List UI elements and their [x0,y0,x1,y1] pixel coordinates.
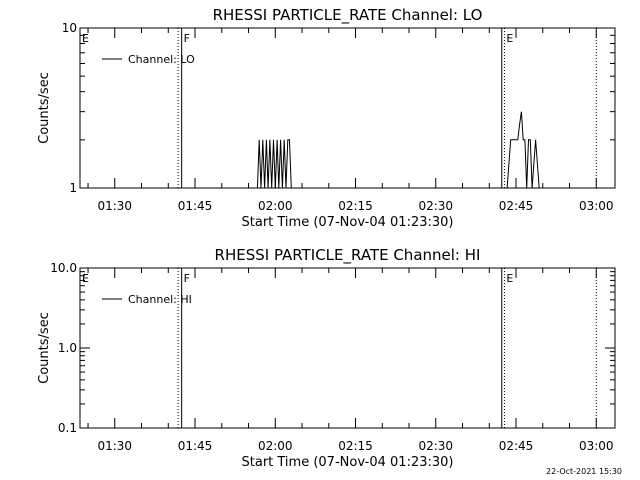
x-tick-label: 02:45 [499,439,534,453]
x-tick-label: 01:30 [97,199,132,213]
x-tick-label: 01:45 [178,439,213,453]
event-label: E [506,272,513,285]
plot-frame [79,27,616,189]
x-axis-label: Start Time (07-Nov-04 01:23:30) [242,455,454,470]
y-tick-label: 10.0 [50,261,77,275]
event-label: F [184,272,190,285]
y-tick-label: 1.0 [58,341,77,355]
x-tick-label: 02:15 [338,199,373,213]
x-tick-label: 02:30 [418,199,453,213]
event-label: E [82,32,89,45]
x-tick-label: 03:00 [579,199,614,213]
legend-label: Channel: HI [128,293,192,306]
footer-timestamp: 22-Oct-2021 15:30 [546,467,622,476]
chart-title: RHESSI PARTICLE_RATE Channel: HI [215,246,481,265]
y-tick-label: 1 [69,181,77,195]
plot-frame [79,267,616,429]
chart-panel-1: RHESSI PARTICLE_RATE Channel: HI Start Ti… [37,246,616,470]
y-tick-label: 10 [62,21,77,35]
chart-title: RHESSI PARTICLE_RATE Channel: LO [213,6,483,25]
x-tick-label: 02:00 [258,199,293,213]
x-tick-label: 02:15 [338,439,373,453]
x-tick-label: 01:45 [178,199,213,213]
event-label: E [506,32,513,45]
x-tick-label: 02:00 [258,439,293,453]
event-label: F [184,32,190,45]
x-tick-label: 02:30 [418,439,453,453]
x-tick-label: 02:45 [499,199,534,213]
x-tick-label: 01:30 [97,439,132,453]
y-tick-label: 0.1 [58,421,77,435]
y-axis-label: Counts/sec [37,72,52,144]
chart-panel-0: RHESSI PARTICLE_RATE Channel: LO Start Ti… [37,6,616,230]
x-tick-label: 03:00 [579,439,614,453]
series-line [256,111,540,189]
y-axis-label: Counts/sec [37,312,52,384]
x-axis-label: Start Time (07-Nov-04 01:23:30) [242,215,454,230]
event-label: E [82,272,89,285]
legend-label: Channel: LO [128,53,195,66]
